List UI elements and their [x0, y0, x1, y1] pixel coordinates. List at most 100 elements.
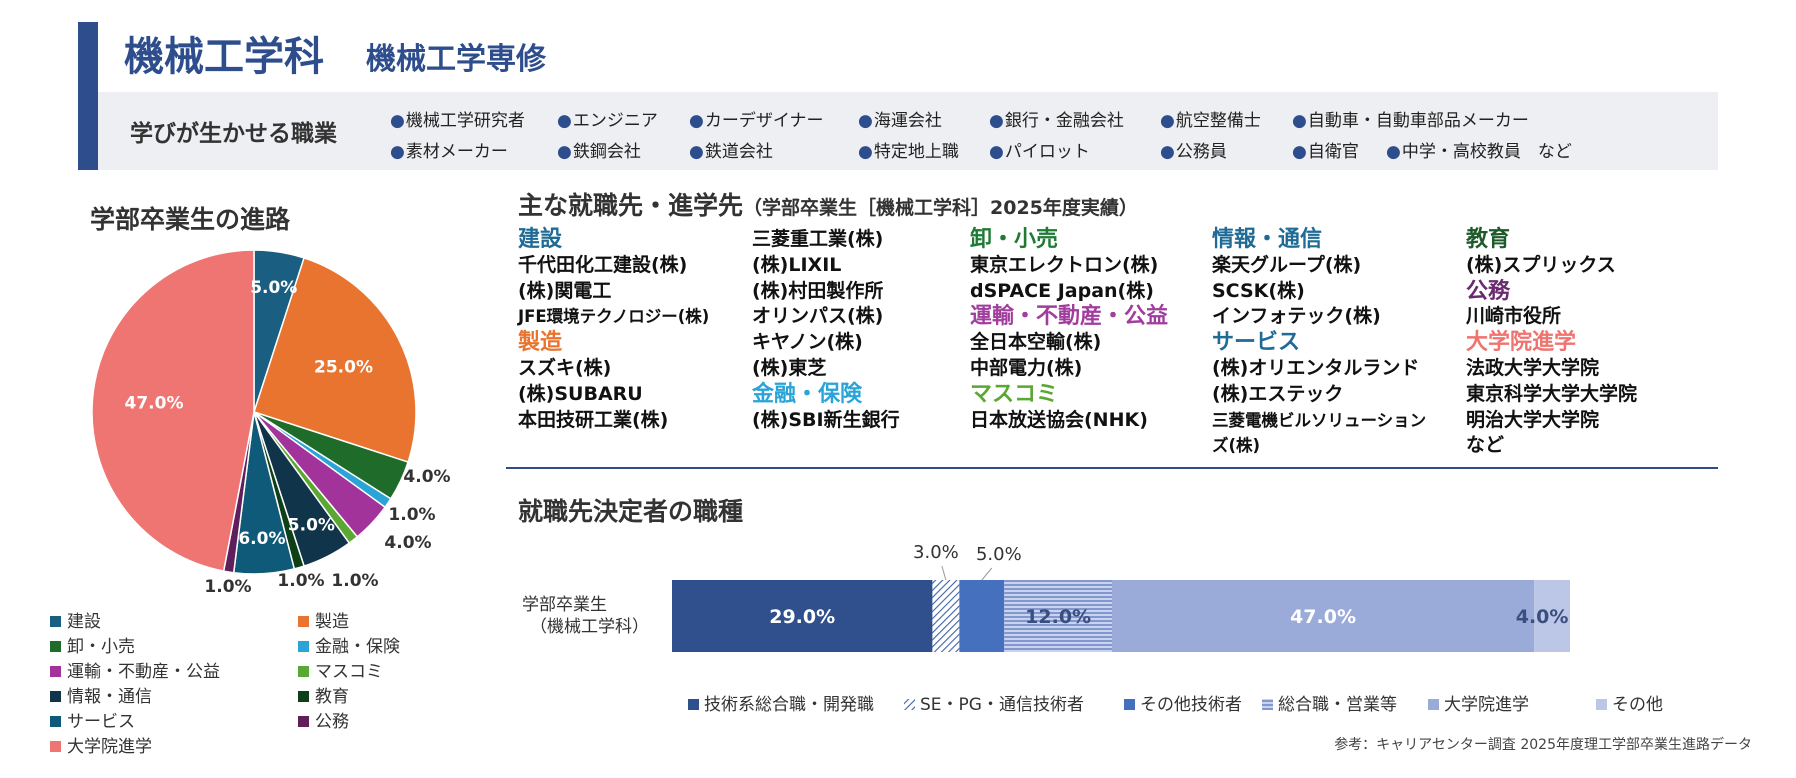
legend-swatch — [1124, 699, 1135, 710]
destination-company: キヤノン(株) — [752, 331, 863, 354]
bar-category-label: 学部卒業生（機械工学科） — [522, 595, 649, 637]
bullet-icon: ● — [689, 142, 704, 162]
leader-line — [981, 567, 993, 581]
bullet-icon: ● — [1160, 142, 1175, 162]
pie-section-title: 学部卒業生の進路 — [90, 205, 291, 234]
career-item-label: 機械工学研究者 — [405, 111, 525, 131]
legend-label: 卸・小売 — [67, 637, 135, 657]
bar-value-label: 4.0% — [1516, 606, 1569, 628]
destination-category: 金融・保険 — [752, 381, 863, 407]
career-item-label: 銀行・金融会社 — [1004, 111, 1124, 131]
career-item: ●素材メーカー — [390, 137, 508, 162]
career-item: ●銀行・金融会社 — [989, 106, 1124, 131]
destination-company: (株)スプリックス — [1466, 253, 1616, 276]
legend-label: SE・PG・通信技術者 — [920, 695, 1084, 715]
career-item-label: 鉄道会社 — [704, 142, 773, 162]
career-path-pie-chart: 5.0% 25.0% 4.0% 1.0% 4.0% 1.0% 5.0% 1.0% 6.0% 1.0… — [50, 249, 451, 757]
legend-label: 公務 — [315, 712, 349, 732]
bar-value-label: 29.0% — [769, 606, 835, 628]
destination-category: 卸・小売 — [970, 227, 1059, 252]
pie-value-label: 47.0% — [125, 394, 184, 414]
legend-swatch — [50, 641, 61, 652]
career-item-label: カーデザイナー — [704, 111, 824, 131]
bullet-icon: ● — [557, 111, 572, 131]
legend-label: 金融・保険 — [315, 637, 400, 657]
legend-swatch — [298, 691, 309, 702]
career-item: ●特定地上職 — [858, 137, 959, 162]
career-item-label: 自衛官 — [1307, 142, 1359, 162]
bullet-icon: ● — [1292, 111, 1307, 131]
destination-category: 公務 — [1466, 278, 1511, 304]
career-item-label: 公務員 — [1175, 142, 1227, 162]
destination-category: 大学院進学 — [1466, 330, 1577, 356]
destination-category: 建設 — [518, 227, 563, 252]
bullet-icon: ● — [689, 111, 704, 131]
career-item-label: パイロット — [1004, 142, 1090, 162]
pie-value-label: 4.0% — [384, 533, 431, 553]
career-item: ●海運会社 — [858, 106, 942, 131]
bullet-icon: ● — [1292, 142, 1307, 162]
section-divider — [506, 467, 1718, 469]
career-item: ●パイロット — [989, 137, 1090, 162]
pie-value-label: 5.0% — [288, 516, 335, 536]
header-accent-bar — [78, 22, 98, 170]
legend-label: 総合職・営業等 — [1278, 695, 1397, 715]
destination-company: 法政大学大学院 — [1466, 356, 1600, 379]
destination-category: 教育 — [1466, 227, 1511, 252]
pie-value-label: 1.0% — [204, 577, 251, 597]
destination-company: 日本放送協会(NHK) — [970, 408, 1148, 431]
legend-swatch — [50, 666, 61, 677]
bar-value-label: 12.0% — [1025, 606, 1091, 628]
career-item: ●中学・高校教員 など — [1386, 137, 1572, 162]
legend-label: 製造 — [315, 612, 349, 632]
destination-company: 千代田化工建設(株) — [518, 253, 688, 276]
destination-column: 建設 千代田化工建設(株) (株)関電工 JFE環境テクノロジー(株) 製造 スズキ(株)… — [518, 227, 748, 433]
legend-swatch — [50, 741, 61, 752]
source-note: 参考：キャリアセンター調査 2025年度理工学部卒業生進路データ — [1334, 737, 1752, 753]
career-item-label: エンジニア — [572, 111, 658, 131]
destination-company: 全日本空輸(株) — [970, 331, 1102, 354]
pie-slice — [91, 249, 255, 573]
destination-company: (株)村田製作所 — [752, 279, 884, 302]
destination-company: インフォテック(株) — [1212, 305, 1381, 328]
career-band — [98, 92, 1718, 170]
career-item: ●航空整備士 — [1160, 106, 1261, 131]
bullet-icon: ● — [390, 111, 405, 131]
career-label: 学びが生かせる職業 — [130, 121, 337, 147]
destination-category: 情報・通信 — [1212, 227, 1323, 252]
bar-value-label: 5.0% — [976, 544, 1022, 565]
destination-company: 楽天グループ(株) — [1212, 253, 1362, 276]
pie-value-label: 25.0% — [314, 357, 373, 377]
bullet-icon: ● — [1386, 142, 1401, 162]
legend-swatch — [1428, 699, 1439, 710]
legend-label: 建設 — [67, 612, 101, 632]
destination-company: (株)関電工 — [518, 279, 612, 302]
legend-label: 運輸・不動産・公益 — [67, 662, 220, 682]
bar-segment — [672, 580, 933, 652]
pie-value-label: 4.0% — [403, 467, 450, 487]
legend-label: 大学院進学 — [1444, 695, 1529, 715]
destination-column: 卸・小売 東京エレクトロン(株) dSPACE Japan(株) 運輸・不動産・公益全… — [970, 227, 1200, 433]
destination-company: (株)東芝 — [752, 356, 827, 379]
legend-label: サービス — [67, 712, 135, 732]
destination-company: 中部電力(株) — [970, 356, 1083, 379]
career-item-label: 海運会社 — [873, 111, 942, 131]
jobs-section-title: 就職先決定者の職種 — [518, 497, 744, 526]
bar-segment — [959, 580, 1005, 652]
career-item: ●鉄鋼会社 — [557, 137, 641, 162]
destination-category: サービス — [1212, 330, 1301, 356]
bullet-icon: ● — [989, 142, 1004, 162]
career-item: ●鉄道会社 — [689, 137, 773, 162]
pie-value-label: 5.0% — [250, 278, 297, 298]
legend-swatch — [50, 691, 61, 702]
bullet-icon: ● — [557, 142, 572, 162]
destination-category: 運輸・不動産・公益 — [970, 304, 1169, 330]
bar-segment — [932, 580, 960, 652]
bar-segment — [1112, 580, 1535, 652]
legend-swatch — [298, 641, 309, 652]
pie-slices — [91, 249, 417, 575]
destination-company: (株)SBI新生銀行 — [752, 408, 900, 431]
legend-swatch — [50, 616, 61, 627]
legend-swatch — [298, 716, 309, 727]
legend-label: その他 — [1612, 695, 1663, 715]
